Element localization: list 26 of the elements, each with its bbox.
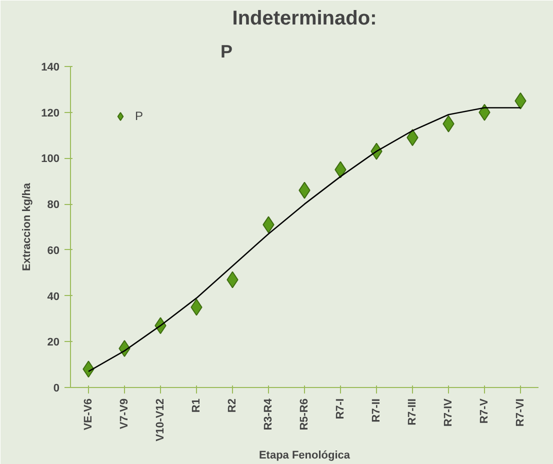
y-tick-label: 20 xyxy=(47,336,60,349)
x-tick-label: R7-VI xyxy=(514,398,526,427)
y-tick-label: 140 xyxy=(41,62,60,74)
chart-subtitle: P xyxy=(220,42,233,62)
x-tick-label: R7-I xyxy=(334,398,346,420)
x-axis-title: Etapa Fenológica xyxy=(258,449,351,462)
x-tick-label: R5-R6 xyxy=(298,398,310,430)
y-tick-label: 60 xyxy=(47,244,60,257)
x-tick-label: VE-V6 xyxy=(82,398,94,430)
y-tick-label: 80 xyxy=(47,199,60,212)
x-tick-label: R3-R4 xyxy=(262,398,274,430)
y-axis-title: Extraccion kg/ha xyxy=(21,182,34,272)
y-tick-label: 40 xyxy=(47,290,60,303)
x-tick-label: R7-V xyxy=(478,398,490,424)
legend-label: P xyxy=(135,109,144,123)
x-tick-label: R7-IV xyxy=(442,398,454,427)
x-tick-label: V10-V12 xyxy=(154,398,166,442)
x-tick-label: R7-II xyxy=(370,398,382,422)
x-tick-label: R2 xyxy=(226,398,238,413)
y-tick-label: 100 xyxy=(41,153,60,166)
y-tick-label: 120 xyxy=(41,107,60,120)
y-tick-label: 0 xyxy=(53,382,60,394)
chart-title: Indeterminado: xyxy=(232,8,377,30)
x-tick-label: R7-III xyxy=(406,398,418,426)
x-tick-label: R1 xyxy=(190,398,202,413)
x-tick-label: V7-V9 xyxy=(118,398,130,430)
